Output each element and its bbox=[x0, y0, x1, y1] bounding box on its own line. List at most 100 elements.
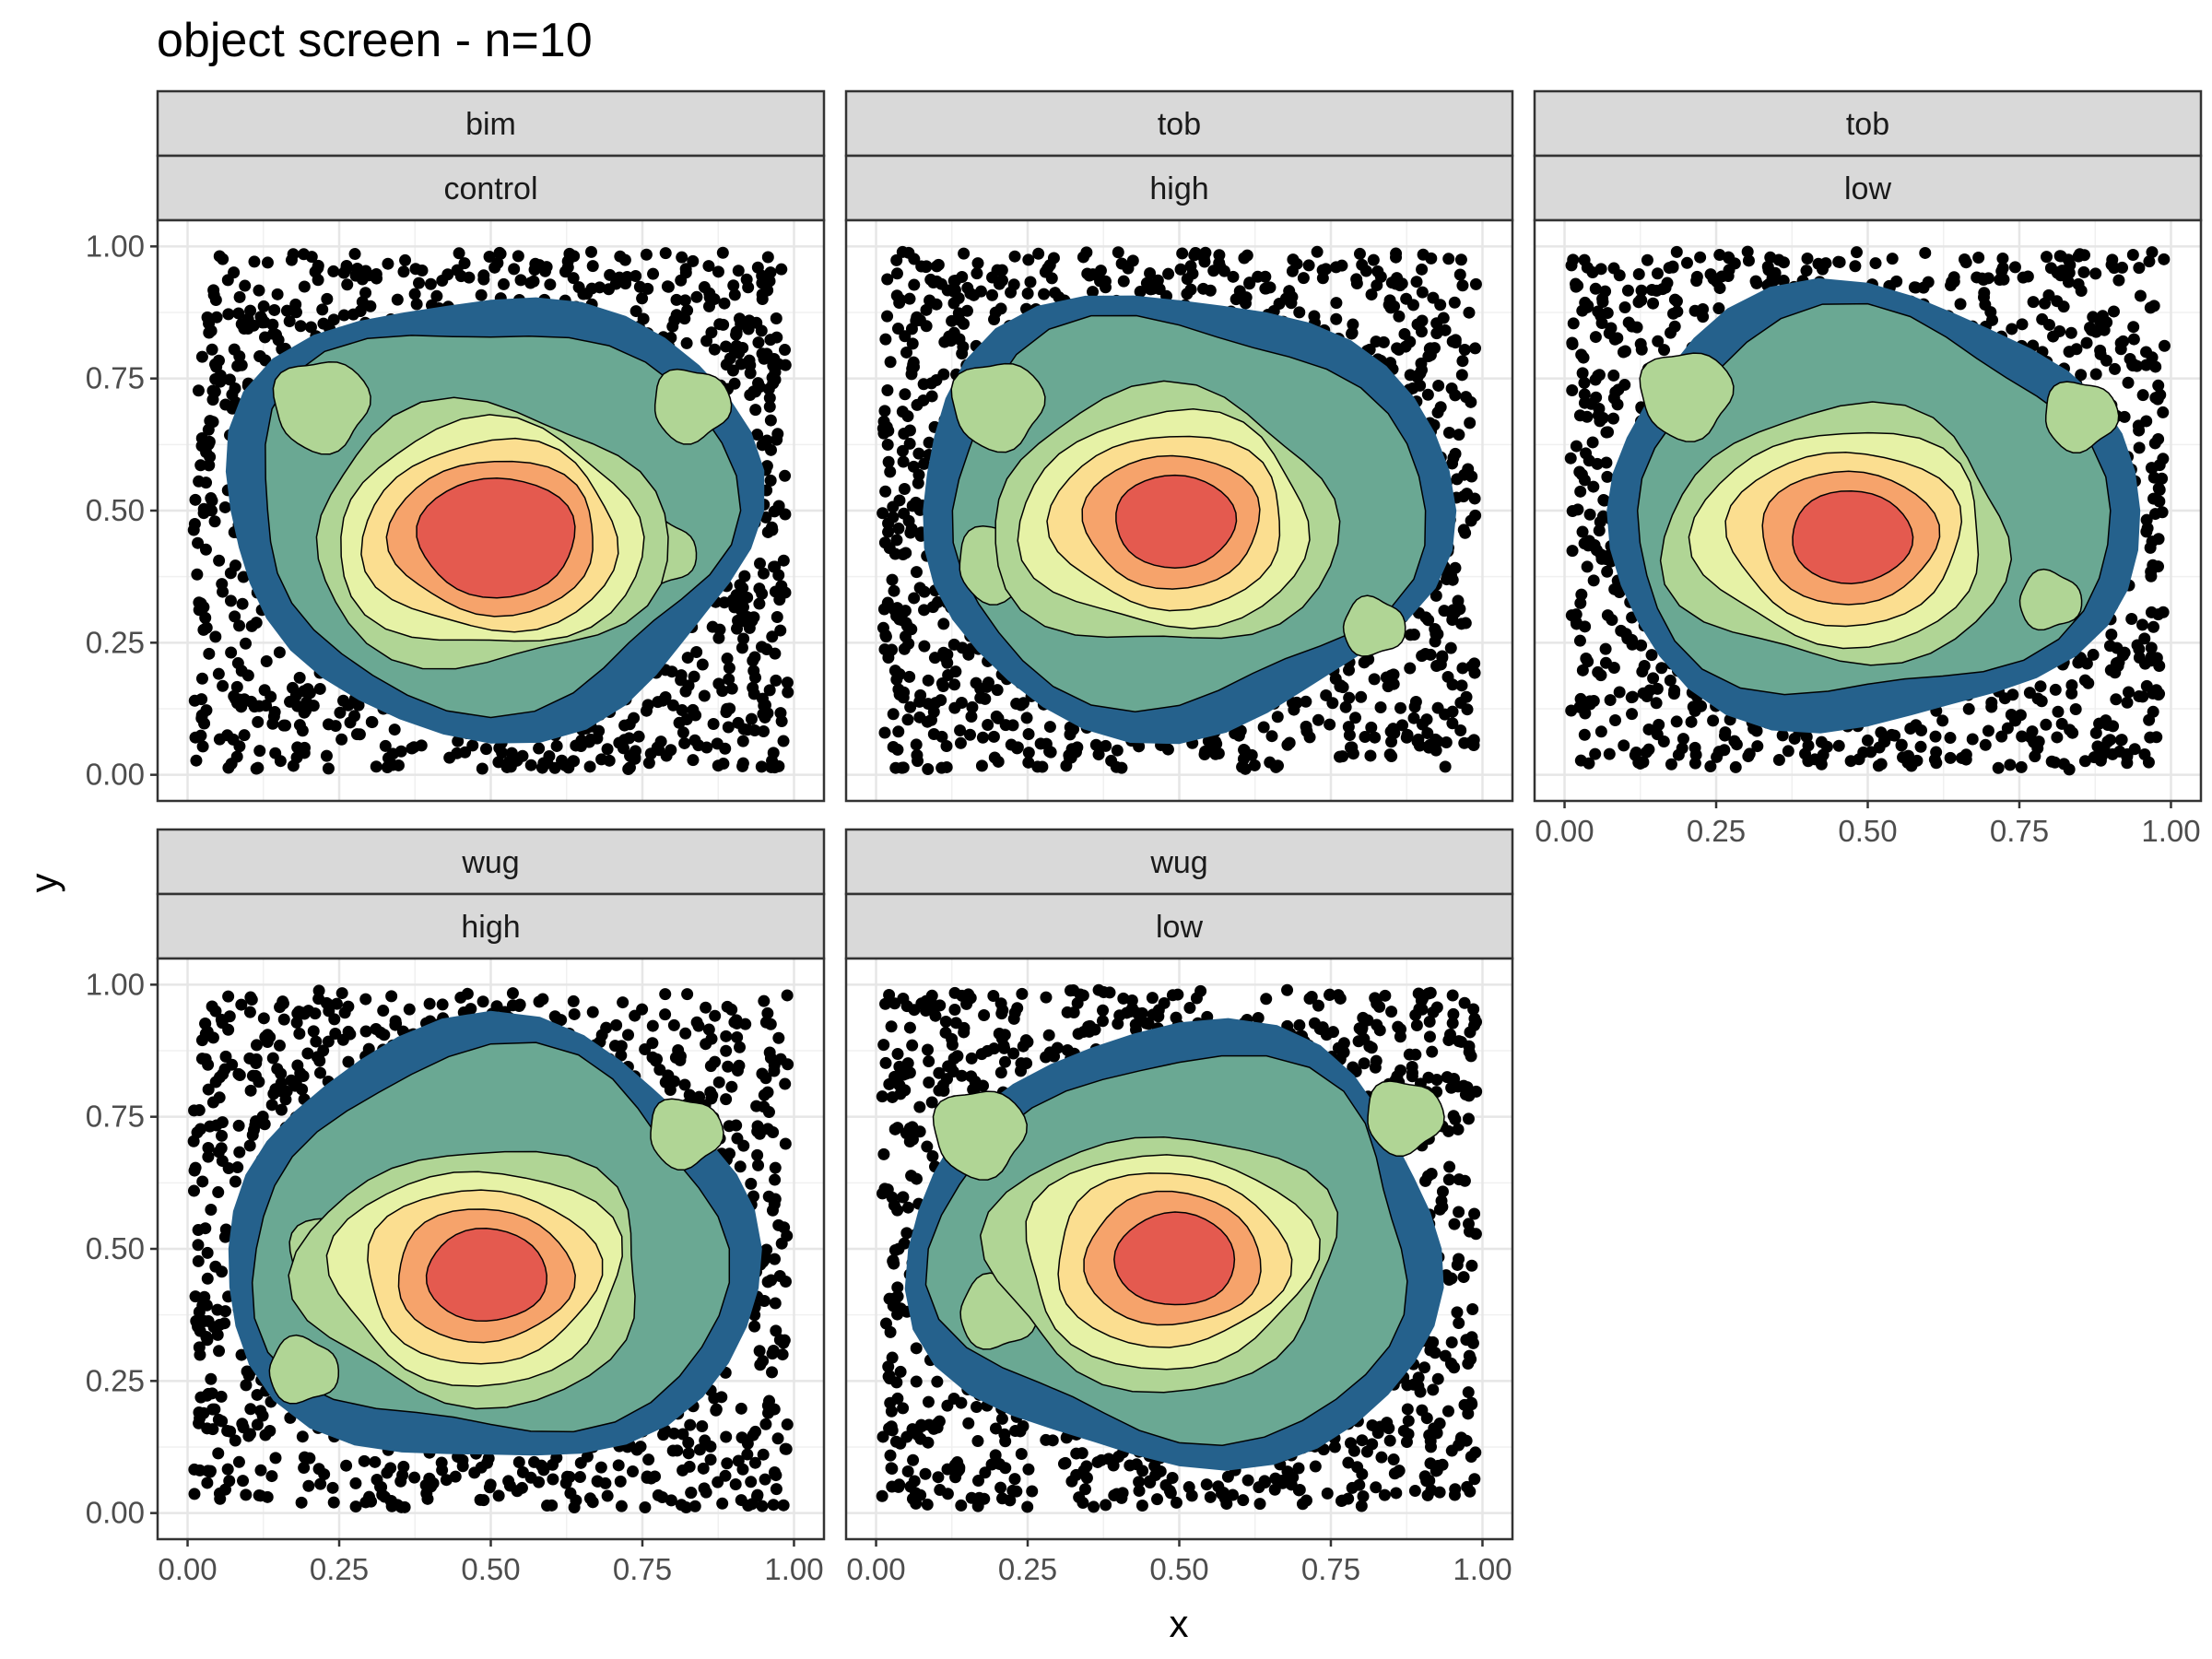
data-point bbox=[1722, 270, 1735, 283]
data-point bbox=[2096, 310, 2109, 323]
data-point bbox=[903, 670, 916, 683]
data-point bbox=[2140, 415, 2153, 428]
data-point bbox=[752, 1159, 765, 1171]
data-point bbox=[1635, 343, 1648, 356]
data-point bbox=[227, 733, 240, 746]
data-point bbox=[233, 350, 246, 363]
strip-top-label: tob bbox=[1846, 107, 1889, 142]
data-point bbox=[1022, 747, 1035, 759]
data-point bbox=[206, 343, 218, 356]
data-point bbox=[2087, 648, 2100, 661]
data-point bbox=[1922, 276, 1935, 288]
data-point bbox=[1297, 272, 1310, 285]
data-point bbox=[1421, 727, 1434, 740]
data-point bbox=[353, 728, 366, 741]
data-point bbox=[1902, 749, 1915, 762]
data-point bbox=[1641, 253, 1653, 266]
data-point bbox=[203, 317, 216, 330]
data-point bbox=[892, 725, 905, 738]
data-point bbox=[747, 385, 760, 398]
data-point bbox=[2008, 261, 2021, 274]
data-point bbox=[1344, 741, 1357, 754]
data-point bbox=[712, 631, 725, 644]
data-point bbox=[1615, 624, 1628, 637]
data-point bbox=[1587, 574, 1600, 587]
data-point bbox=[2134, 289, 2147, 302]
data-point bbox=[2082, 677, 2095, 689]
data-point bbox=[572, 281, 585, 294]
data-point bbox=[231, 657, 244, 670]
data-point bbox=[777, 554, 790, 567]
data-point bbox=[741, 1448, 754, 1461]
data-point bbox=[756, 1500, 769, 1512]
data-point bbox=[1389, 277, 1402, 290]
data-point bbox=[230, 680, 243, 693]
data-point bbox=[1312, 713, 1324, 726]
data-point bbox=[1596, 296, 1609, 309]
data-point bbox=[764, 414, 777, 427]
data-point bbox=[1741, 245, 1754, 258]
data-point bbox=[881, 383, 894, 396]
data-point bbox=[327, 265, 340, 277]
data-point bbox=[1571, 503, 1584, 516]
data-point bbox=[890, 534, 903, 547]
data-point bbox=[277, 1013, 290, 1026]
data-point bbox=[193, 475, 206, 488]
data-point bbox=[1401, 728, 1414, 741]
data-point bbox=[259, 354, 272, 367]
data-point bbox=[703, 291, 716, 304]
data-point bbox=[224, 567, 237, 580]
data-point bbox=[2124, 353, 2136, 366]
data-point bbox=[2005, 709, 2018, 722]
data-point bbox=[1449, 334, 1462, 347]
data-point bbox=[547, 1473, 559, 1486]
data-point bbox=[901, 713, 914, 726]
data-point bbox=[665, 665, 678, 678]
data-point bbox=[1641, 690, 1653, 703]
data-point bbox=[1776, 729, 1789, 742]
data-point bbox=[718, 297, 731, 310]
data-point bbox=[298, 248, 311, 261]
data-point bbox=[2064, 258, 2077, 271]
data-point bbox=[961, 281, 974, 294]
data-point bbox=[696, 658, 709, 671]
data-point bbox=[2121, 696, 2134, 709]
data-point bbox=[1590, 391, 1603, 404]
data-point bbox=[719, 742, 732, 755]
data-point bbox=[2136, 389, 2149, 402]
density-bump bbox=[2018, 568, 2083, 631]
data-point bbox=[406, 742, 418, 755]
data-point bbox=[199, 611, 212, 624]
data-point bbox=[1089, 738, 1102, 751]
data-point bbox=[2125, 612, 2138, 625]
data-point bbox=[2153, 659, 2166, 672]
data-point bbox=[1446, 717, 1459, 730]
data-point bbox=[1446, 613, 1459, 626]
data-point bbox=[2016, 318, 2029, 331]
data-point bbox=[1617, 346, 1630, 359]
data-point bbox=[687, 254, 700, 267]
data-point bbox=[947, 638, 960, 651]
data-point bbox=[2122, 686, 2135, 699]
data-point bbox=[1613, 686, 1626, 699]
data-point bbox=[1592, 665, 1605, 678]
data-point bbox=[1996, 262, 2009, 275]
data-point bbox=[1695, 700, 1708, 712]
data-point bbox=[441, 268, 454, 281]
data-point bbox=[1576, 304, 1589, 317]
data-point bbox=[1929, 730, 1942, 743]
data-point bbox=[2154, 388, 2167, 401]
data-point bbox=[1672, 748, 1685, 761]
data-point bbox=[1445, 382, 1458, 395]
data-point bbox=[954, 724, 967, 737]
data-point bbox=[232, 307, 245, 320]
data-point bbox=[229, 610, 241, 623]
data-point bbox=[2035, 695, 2048, 708]
data-point bbox=[463, 271, 476, 284]
data-point bbox=[2148, 508, 2161, 521]
data-point bbox=[209, 372, 222, 385]
data-point bbox=[1041, 262, 1054, 275]
data-point bbox=[1438, 605, 1451, 618]
data-point bbox=[1092, 748, 1105, 761]
data-point bbox=[544, 278, 557, 291]
